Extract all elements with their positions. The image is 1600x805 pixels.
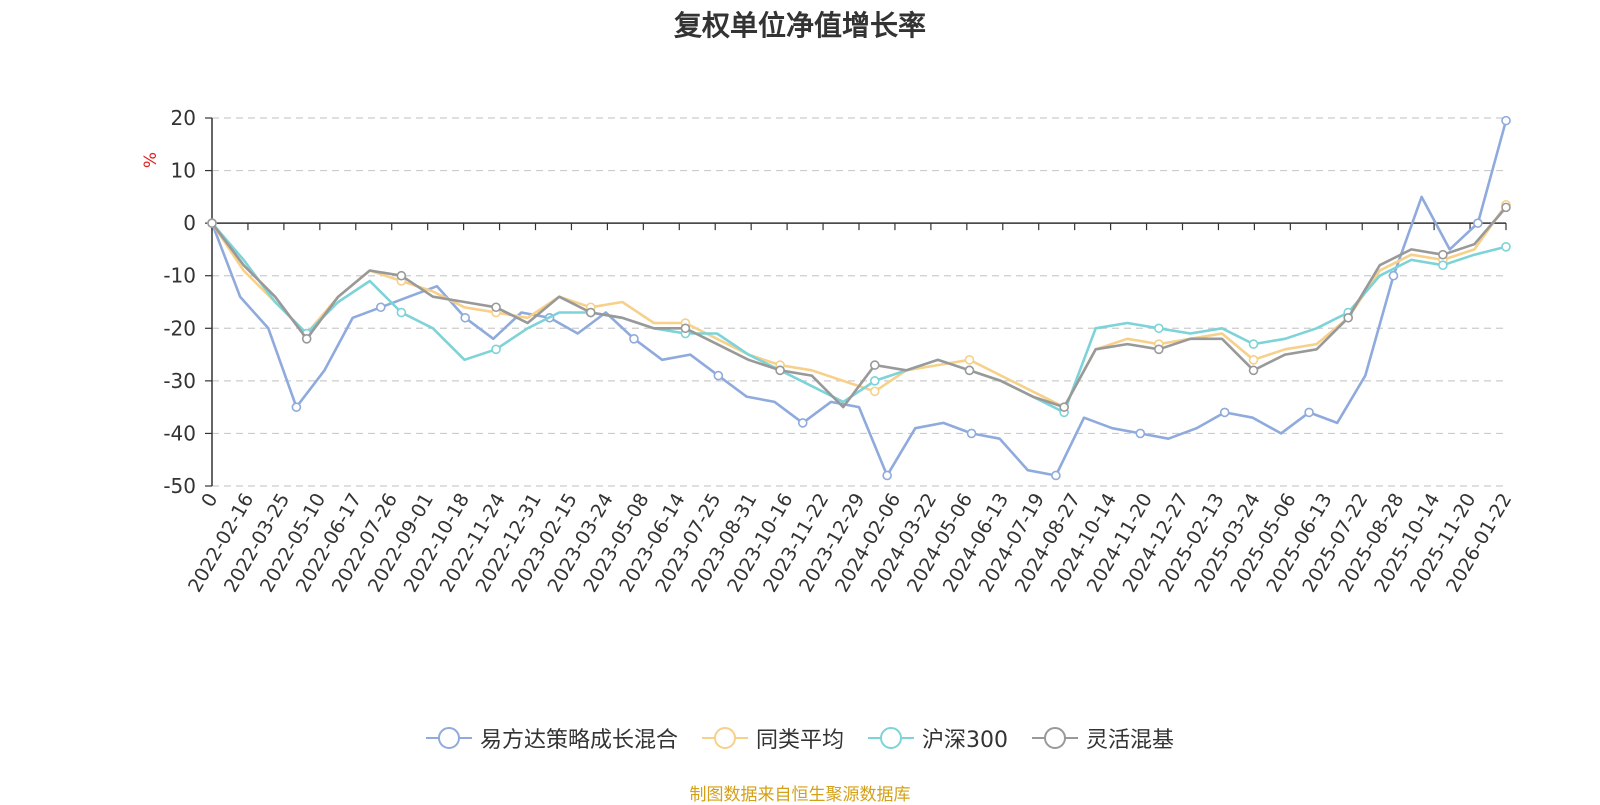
data-point [291, 402, 302, 412]
data-point [1248, 355, 1259, 365]
data-point [775, 365, 785, 376]
data-point [1438, 260, 1448, 271]
series-line [210, 203, 1508, 409]
line-chart: 20100-10-20-30-40-5002022-02-162022-03-2… [141, 106, 1516, 596]
data-point [491, 302, 501, 313]
data-point [964, 365, 975, 376]
legend-marker-icon [425, 727, 472, 749]
data-point [1219, 407, 1230, 418]
data-point [869, 360, 880, 370]
legend-label: 沪深300 [922, 728, 1008, 753]
legend-marker-icon [1032, 727, 1078, 749]
data-point [1248, 365, 1259, 376]
y-tick-label: 0 [183, 211, 196, 235]
x-tick-label: 0 [197, 490, 222, 511]
legend-item[interactable]: 同类平均 [701, 722, 844, 754]
data-point [797, 418, 808, 428]
data-point [1388, 270, 1399, 281]
legend-label: 灵活混基 [1086, 728, 1175, 753]
data-point [396, 307, 407, 318]
y-tick-label: -20 [163, 316, 196, 340]
data-point [1154, 344, 1164, 355]
legend-item[interactable]: 沪深300 [868, 722, 1008, 754]
data-point [869, 386, 880, 397]
data-point [585, 307, 596, 318]
data-point [680, 323, 691, 334]
y-tick-label: -10 [163, 264, 196, 288]
y-tick-label: 20 [171, 106, 196, 130]
legend-marker-icon [868, 727, 914, 749]
y-axis-label: % [141, 152, 161, 168]
series-line [210, 120, 1508, 477]
data-point [1438, 249, 1448, 260]
data-point [1304, 407, 1314, 418]
legend-item[interactable]: 灵活混基 [1032, 722, 1174, 754]
data-point [964, 355, 975, 365]
data-point [1154, 323, 1164, 334]
data-point [1135, 428, 1146, 439]
data-point [629, 333, 639, 344]
data-point [375, 302, 386, 313]
series-line [211, 222, 1507, 414]
data-point [1343, 312, 1353, 323]
data-point [396, 270, 407, 281]
source-note: 制图数据来自恒生聚源数据库 [689, 785, 911, 805]
data-point [1248, 339, 1259, 349]
chart-title: 复权单位净值增长率 [673, 9, 926, 42]
data-point [1501, 242, 1511, 252]
data-point [869, 376, 880, 386]
data-point [882, 470, 892, 481]
series-line [210, 206, 1507, 409]
y-tick-label: -50 [163, 474, 196, 498]
data-point [713, 370, 724, 381]
series-lines [207, 115, 1511, 481]
data-point [1059, 402, 1069, 412]
data-point [1501, 202, 1511, 213]
data-point [966, 428, 977, 439]
data-point [1473, 218, 1483, 228]
legend-label: 易方达策略成长混合 [479, 728, 678, 753]
data-point [460, 312, 470, 323]
grid-lines [212, 117, 1506, 487]
legend-label: 同类平均 [755, 728, 844, 753]
data-point [491, 344, 501, 355]
legend: 易方达策略成长混合 同类平均 沪深300 灵活混基 [0, 722, 1600, 754]
legend-item[interactable]: 易方达策略成长混合 [425, 722, 678, 754]
data-point [1501, 115, 1511, 126]
y-tick-label: -40 [163, 421, 196, 445]
data-point [1051, 470, 1061, 481]
data-point [207, 218, 217, 228]
data-point [301, 333, 312, 344]
y-tick-label: -30 [163, 369, 196, 393]
y-tick-label: 10 [171, 159, 196, 183]
legend-marker-icon [701, 727, 748, 749]
